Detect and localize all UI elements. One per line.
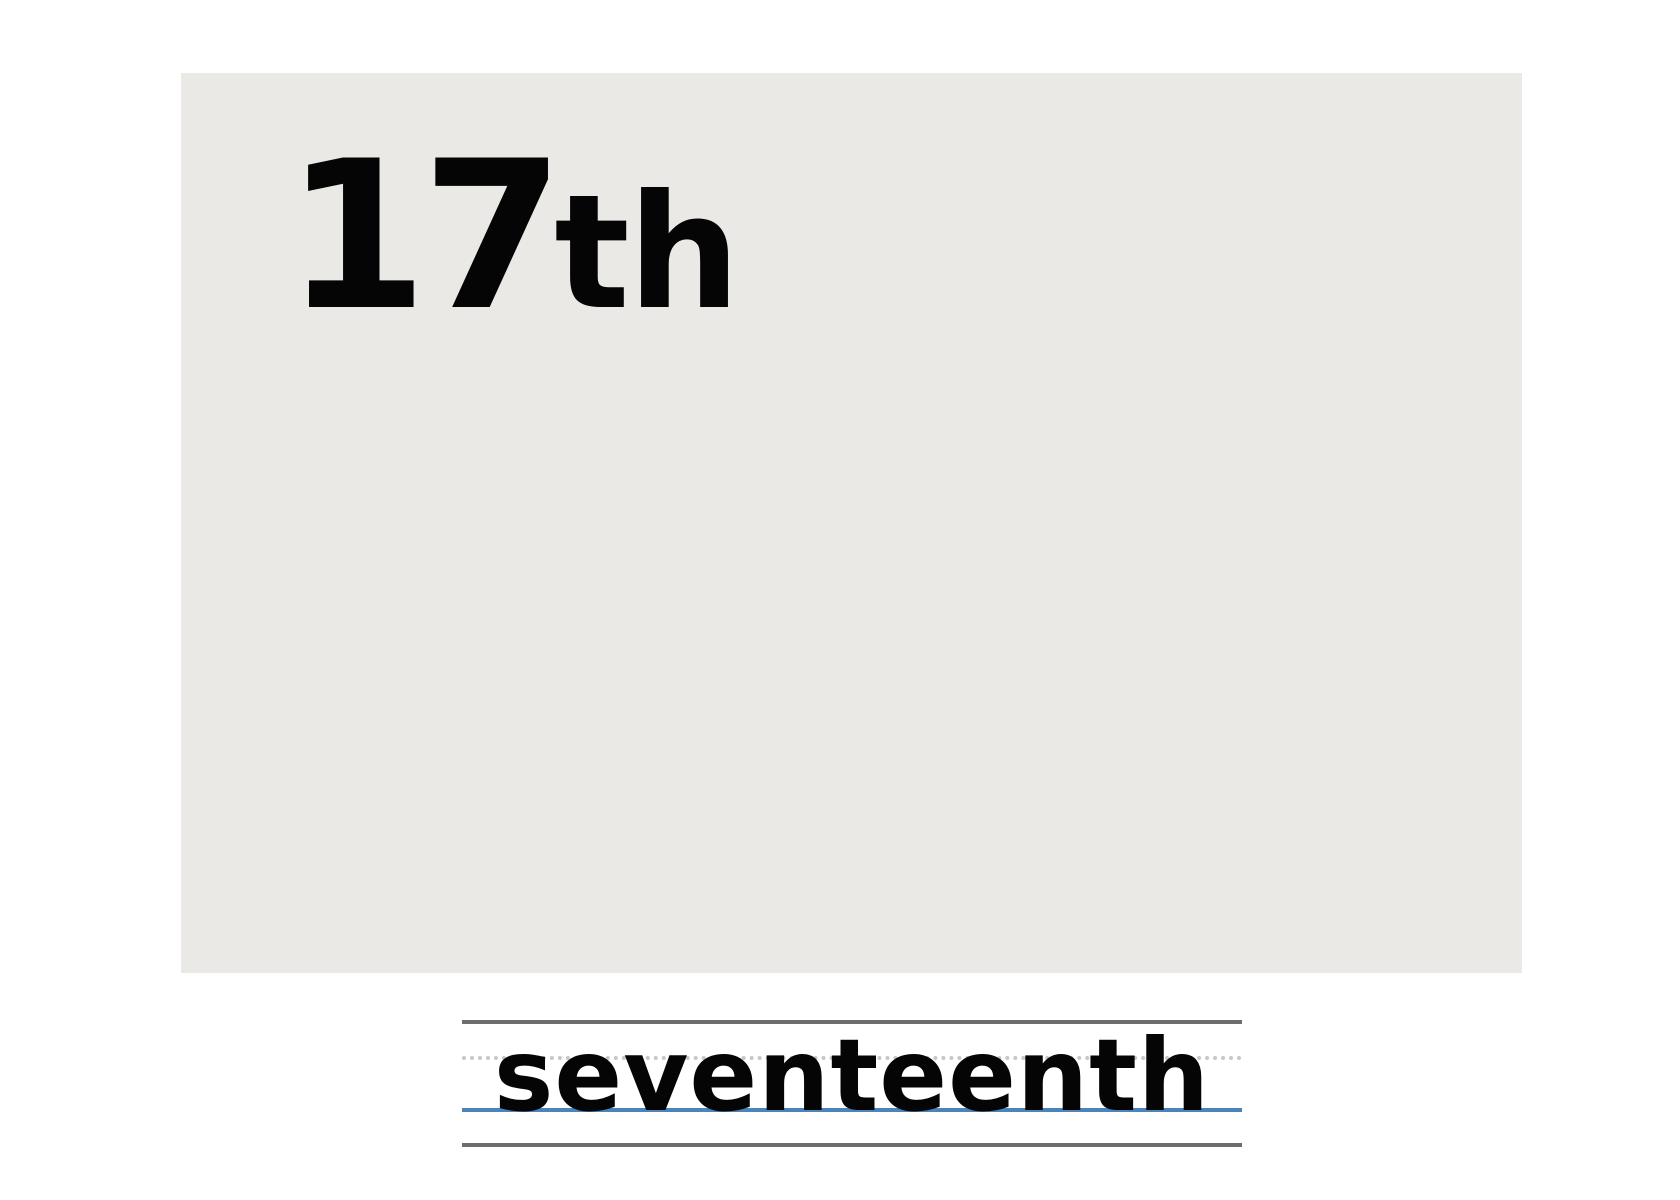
baseline bbox=[462, 1108, 1242, 1112]
top-guide-line bbox=[462, 1020, 1242, 1024]
ordinal-digits: 17 bbox=[285, 118, 564, 356]
midline-dotted bbox=[462, 1056, 1242, 1060]
ordinal-number: 17th bbox=[285, 135, 740, 340]
handwriting-lines: seventeenth bbox=[462, 1020, 1242, 1148]
ordinal-card: 17th bbox=[181, 73, 1522, 973]
ordinal-suffix: th bbox=[554, 161, 740, 345]
bottom-guide-line bbox=[462, 1143, 1242, 1147]
ordinal-word: seventeenth bbox=[493, 1017, 1211, 1134]
